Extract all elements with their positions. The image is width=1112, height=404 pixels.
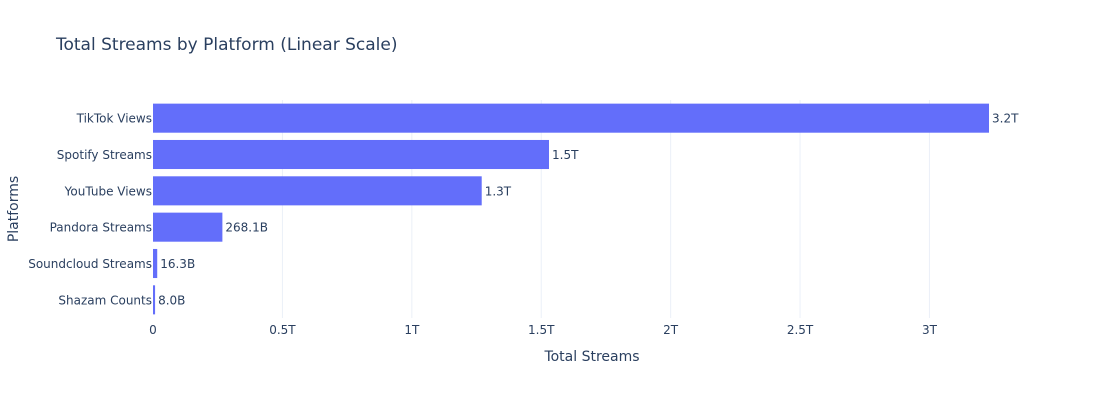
- x-tick-label: 3T: [922, 323, 938, 337]
- x-tick-label: 1.5T: [528, 323, 555, 337]
- bar-data-label: 8.0B: [158, 293, 185, 307]
- grid-layer: [281, 100, 930, 318]
- bar-data-label: 268.1B: [225, 221, 268, 235]
- x-tick-label: 0.5T: [269, 323, 296, 337]
- x-tick-label: 1T: [404, 323, 420, 337]
- x-tick-labels: 0 0.5T 1T 1.5T 2T 2.5T 3T: [149, 323, 937, 337]
- y-tick-label: Spotify Streams: [57, 148, 152, 162]
- bar[interactable]: [153, 212, 223, 242]
- y-tick-label: Pandora Streams: [50, 221, 152, 235]
- chart-title: Total Streams by Platform (Linear Scale): [55, 35, 397, 55]
- bar[interactable]: [153, 139, 549, 170]
- x-tick-label: 2.5T: [787, 323, 814, 337]
- bar-data-label: 16.3B: [160, 257, 195, 271]
- bar-data-label: 1.5T: [552, 148, 579, 162]
- x-axis-title: Total Streams: [543, 349, 639, 365]
- bar[interactable]: [153, 248, 158, 279]
- y-tick-label: Shazam Counts: [58, 293, 152, 307]
- y-tick-label: TikTok Views: [76, 112, 152, 126]
- x-tick-label: 0: [149, 323, 157, 337]
- bar[interactable]: [153, 103, 989, 133]
- bar-data-label: 1.3T: [485, 184, 512, 198]
- bar[interactable]: [153, 176, 482, 206]
- x-tick-label: 2T: [663, 323, 679, 337]
- y-axis-title: Platforms: [6, 176, 22, 242]
- bars-layer: [153, 103, 989, 315]
- y-tick-labels: TikTok Views Spotify Streams YouTube Views…: [28, 112, 152, 308]
- bar[interactable]: [153, 285, 156, 315]
- y-tick-label: YouTube Views: [64, 184, 152, 198]
- bar-data-label: 3.2T: [992, 112, 1019, 126]
- y-tick-label: Soundcloud Streams: [28, 257, 152, 271]
- data-labels-layer: 3.2T 1.5T 1.3T 268.1B 16.3B 8.0B: [158, 112, 1019, 308]
